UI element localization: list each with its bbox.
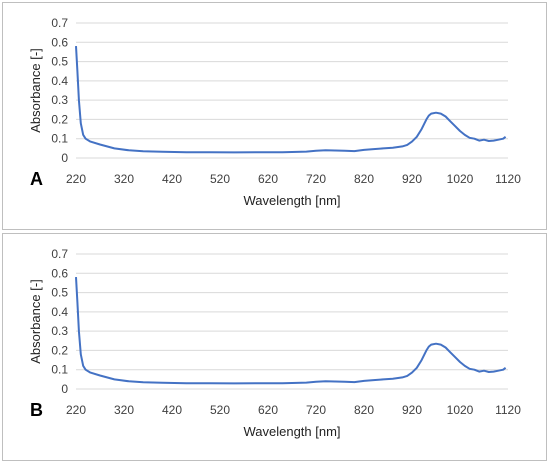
absorbance-chart-a: 0 0.1 0.2 0.3 0.4 0.5 0.6 0.7 220 320 420 520 620 720… xyxy=(28,16,521,208)
chart-a-x-tick-label: 820 xyxy=(354,172,374,186)
chart-b-y-tick-label: 0.6 xyxy=(51,266,68,280)
chart-a-series-line xyxy=(75,46,507,154)
chart-a-x-tick-label: 420 xyxy=(162,172,182,186)
chart-b-x-tick-label: 220 xyxy=(66,403,86,417)
chart-a-x-axis-title: Wavelength [nm] xyxy=(243,193,340,208)
chart-a-x-tick-label: 920 xyxy=(402,172,422,186)
chart-b-y-tick-label: 0 xyxy=(61,382,68,396)
chart-a-x-tick-label: 520 xyxy=(210,172,230,186)
chart-a-y-tick-label: 0.1 xyxy=(51,132,68,146)
chart-a-y-tick-label: 0.6 xyxy=(51,35,68,49)
chart-a-y-tick-label: 0.2 xyxy=(51,112,68,126)
chart-b-x-tick-label: 820 xyxy=(354,403,374,417)
chart-b-y-tick-label: 0.1 xyxy=(51,363,68,377)
chart-a-y-tick-label: 0.5 xyxy=(51,55,68,69)
chart-a-y-tick-label: 0.7 xyxy=(51,16,68,30)
chart-b-x-tick-label: 620 xyxy=(258,403,278,417)
absorbance-chart-b: 0 0.1 0.2 0.3 0.4 0.5 0.6 0.7 220 320 420 520 620 720… xyxy=(28,247,521,439)
chart-a-y-tick-label: 0.3 xyxy=(51,93,68,107)
chart-b-x-tick-label: 720 xyxy=(306,403,326,417)
chart-panel-b: 0 0.1 0.2 0.3 0.4 0.5 0.6 0.7 220 320 420 520 620 720… xyxy=(2,233,547,461)
chart-a-x-tick-label: 1020 xyxy=(447,172,474,186)
chart-b-x-axis-title: Wavelength [nm] xyxy=(243,424,340,439)
chart-b-x-tick-label: 1120 xyxy=(495,403,521,417)
chart-b-y-tick-label: 0.5 xyxy=(51,286,68,300)
chart-a-x-tick-label: 1120 xyxy=(495,172,521,186)
chart-b-y-tick-label: 0.4 xyxy=(51,305,68,319)
chart-a-x-tick-label: 320 xyxy=(114,172,134,186)
chart-b-x-tick-label: 320 xyxy=(114,403,134,417)
chart-b-x-tick-label: 1020 xyxy=(447,403,474,417)
chart-a-y-tick-label: 0 xyxy=(61,151,68,165)
chart-b-y-tick-label: 0.2 xyxy=(51,343,68,357)
chart-b-x-tick-label: 520 xyxy=(210,403,230,417)
chart-a-x-tick-label: 720 xyxy=(306,172,326,186)
chart-a-y-axis-title: Absorbance [-] xyxy=(28,48,43,133)
chart-a-panel-label: A xyxy=(30,169,43,189)
chart-b-y-axis-title: Absorbance [-] xyxy=(28,279,43,364)
chart-panel-a: 0 0.1 0.2 0.3 0.4 0.5 0.6 0.7 220 320 420 520 620 720… xyxy=(2,2,547,230)
chart-b-x-tick-label: 420 xyxy=(162,403,182,417)
chart-b-panel-label: B xyxy=(30,400,43,420)
chart-a-x-tick-label: 620 xyxy=(258,172,278,186)
chart-b-x-tick-label: 920 xyxy=(402,403,422,417)
chart-b-series-line xyxy=(75,277,507,385)
chart-b-y-tick-label: 0.7 xyxy=(51,247,68,261)
chart-a-x-tick-label: 220 xyxy=(66,172,86,186)
chart-b-y-tick-label: 0.3 xyxy=(51,324,68,338)
chart-a-y-tick-label: 0.4 xyxy=(51,74,68,88)
